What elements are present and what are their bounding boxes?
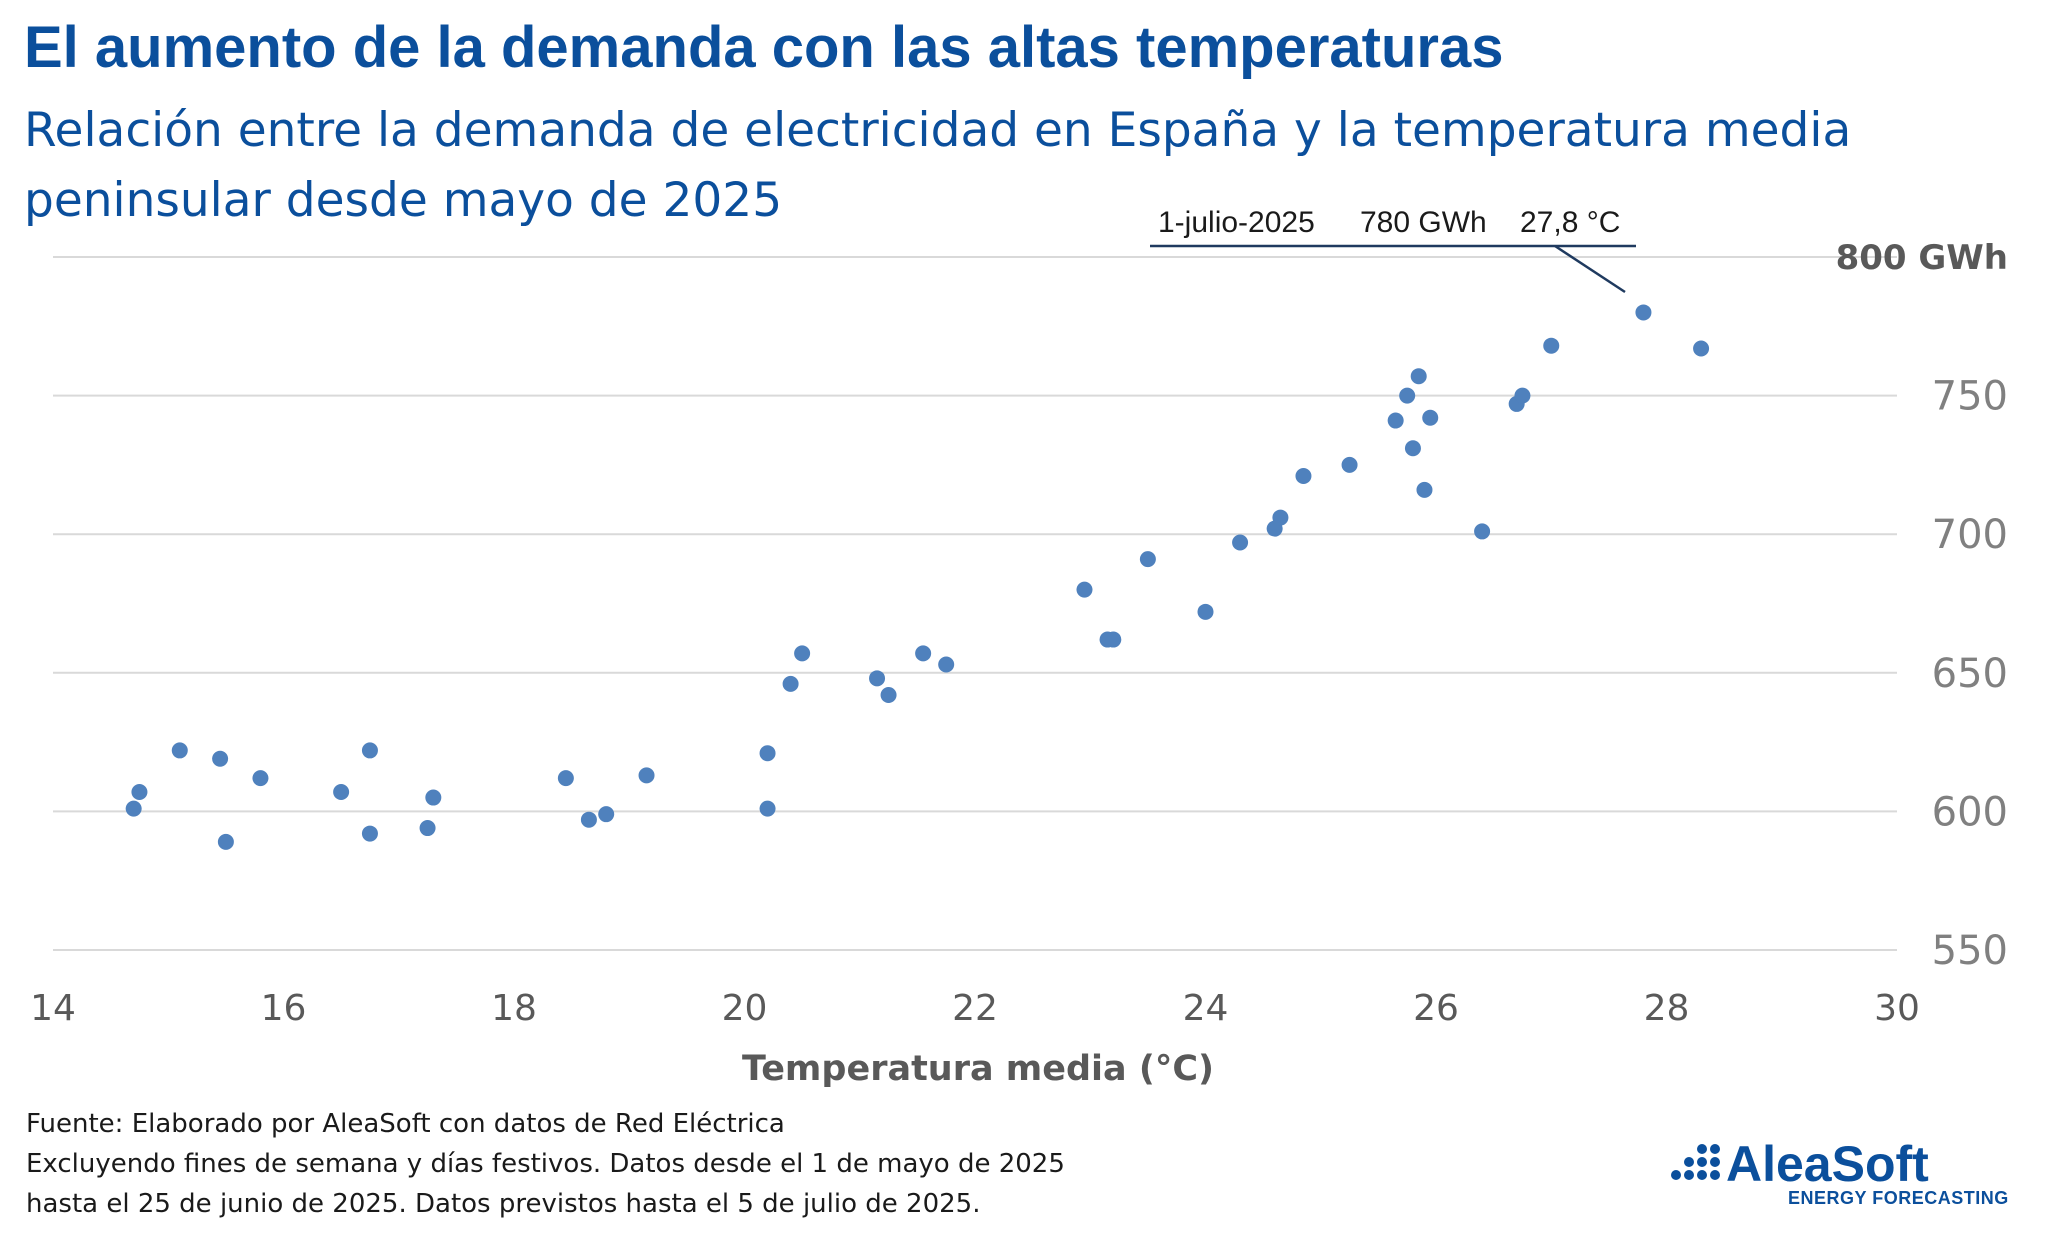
data-point [125, 800, 142, 817]
data-point [1543, 337, 1560, 354]
y-tick-label: 750 [1932, 374, 2008, 420]
data-point [794, 645, 811, 662]
data-point [782, 675, 799, 692]
footer-note-1: Excluyendo fines de semana y días festiv… [26, 1149, 1065, 1179]
data-point [1232, 534, 1249, 551]
data-point [1693, 340, 1710, 357]
x-tick-label: 18 [491, 988, 537, 1029]
data-point [131, 783, 148, 800]
x-tick-label: 20 [722, 988, 768, 1029]
data-point [938, 656, 955, 673]
data-point [1410, 368, 1427, 385]
data-point [1416, 481, 1433, 498]
data-point [759, 800, 776, 817]
y-tick-label: 600 [1932, 789, 2008, 835]
data-point [252, 770, 269, 787]
chart-subtitle: Relación entre la demanda de electricida… [24, 103, 1852, 228]
data-point [580, 811, 597, 828]
logo-tagline: ENERGY FORECASTING [1788, 1188, 2009, 1208]
x-tick-label: 16 [261, 988, 307, 1029]
data-point [1272, 509, 1289, 526]
footer-source: Fuente: Elaborado por AleaSoft con datos… [26, 1109, 785, 1139]
y-tick-label: 800 GWh [1836, 238, 2008, 278]
footer-notes: Fuente: Elaborado por AleaSoft con datos… [26, 1104, 1065, 1224]
logo-dots-icon [1671, 1144, 1720, 1180]
data-point [1387, 412, 1404, 429]
data-point [361, 825, 378, 842]
annotation-leader [1554, 244, 1626, 294]
data-point [880, 686, 897, 703]
x-tick-label: 30 [1874, 988, 1920, 1029]
data-point [1474, 523, 1491, 540]
data-point [361, 742, 378, 759]
footer-note-2: hasta el 25 de junio de 2025. Datos prev… [26, 1189, 981, 1219]
annotation-demand: 780 GWh [1360, 206, 1487, 239]
data-point [425, 789, 442, 806]
data-point [1341, 456, 1358, 473]
data-point [1139, 551, 1156, 568]
data-point [1197, 603, 1214, 620]
data-point [557, 770, 574, 787]
x-tick-label: 22 [952, 988, 998, 1029]
data-point [1635, 304, 1652, 321]
data-point [333, 783, 350, 800]
data-point [217, 833, 234, 850]
annotation: 1-julio-2025 780 GWh 27,8 °C [1150, 206, 1636, 294]
logo-name: AleaSoft [1726, 1136, 1929, 1192]
data-point [1514, 387, 1531, 404]
data-point [869, 670, 886, 687]
data-point [598, 806, 615, 823]
data-point [1422, 409, 1439, 426]
x-tick-label: 14 [30, 988, 76, 1029]
data-point [1404, 440, 1421, 457]
x-axis-ticks: 14 16 18 20 22 24 26 28 30 [30, 988, 1920, 1029]
y-tick-label: 700 [1932, 512, 2008, 558]
y-tick-label: 650 [1932, 651, 2008, 697]
y-tick-label: 550 [1932, 928, 2008, 974]
annotation-date: 1-julio-2025 [1158, 206, 1315, 239]
annotation-temperature: 27,8 °C [1520, 206, 1620, 239]
data-point [915, 645, 932, 662]
y-axis-ticks: 550 600 650 700 750 800 GWh [1836, 238, 2008, 974]
data-point [1076, 581, 1093, 598]
gridlines [53, 256, 1897, 951]
data-point [1399, 387, 1416, 404]
data-point [1105, 631, 1122, 648]
data-point [419, 820, 436, 837]
data-point [212, 750, 229, 767]
data-points [125, 304, 1710, 850]
x-axis-label: Temperatura media (°C) [742, 1049, 1214, 1089]
x-tick-label: 26 [1413, 988, 1459, 1029]
aleasoft-logo: AleaSoft ENERGY FORECASTING [1670, 1135, 2010, 1215]
data-point [638, 767, 655, 784]
data-point [759, 745, 776, 762]
chart-title: El aumento de la demanda con las altas t… [24, 15, 1504, 80]
x-tick-label: 28 [1644, 988, 1690, 1029]
x-tick-label: 24 [1183, 988, 1229, 1029]
data-point [171, 742, 188, 759]
data-point [1295, 467, 1312, 484]
